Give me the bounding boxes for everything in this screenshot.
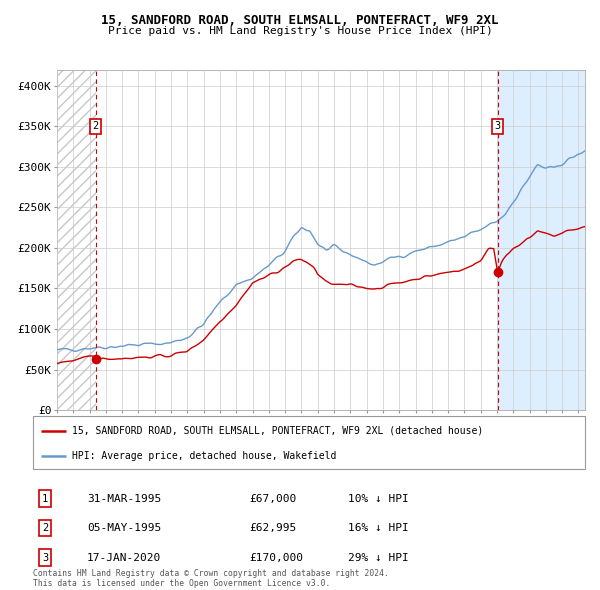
Bar	[497, 70, 585, 410]
Text: 31-MAR-1995: 31-MAR-1995	[87, 494, 161, 503]
Text: HPI: Average price, detached house, Wakefield: HPI: Average price, detached house, Wake…	[71, 451, 336, 461]
Text: £62,995: £62,995	[249, 523, 296, 533]
Text: 15, SANDFORD ROAD, SOUTH ELMSALL, PONTEFRACT, WF9 2XL (detached house): 15, SANDFORD ROAD, SOUTH ELMSALL, PONTEF…	[71, 426, 483, 436]
Text: 3: 3	[42, 553, 48, 562]
Text: Price paid vs. HM Land Registry's House Price Index (HPI): Price paid vs. HM Land Registry's House …	[107, 26, 493, 36]
Text: 10% ↓ HPI: 10% ↓ HPI	[348, 494, 409, 503]
Text: 16% ↓ HPI: 16% ↓ HPI	[348, 523, 409, 533]
Text: £170,000: £170,000	[249, 553, 303, 562]
Text: 17-JAN-2020: 17-JAN-2020	[87, 553, 161, 562]
FancyBboxPatch shape	[33, 416, 585, 469]
Text: 3: 3	[494, 122, 501, 132]
Text: 1: 1	[42, 494, 48, 503]
Text: 15, SANDFORD ROAD, SOUTH ELMSALL, PONTEFRACT, WF9 2XL: 15, SANDFORD ROAD, SOUTH ELMSALL, PONTEF…	[101, 14, 499, 27]
Text: 05-MAY-1995: 05-MAY-1995	[87, 523, 161, 533]
Bar	[57, 70, 95, 410]
Text: 29% ↓ HPI: 29% ↓ HPI	[348, 553, 409, 562]
Text: 2: 2	[92, 122, 99, 132]
Bar	[57, 70, 95, 410]
Text: £67,000: £67,000	[249, 494, 296, 503]
Text: 2: 2	[42, 523, 48, 533]
Text: Contains HM Land Registry data © Crown copyright and database right 2024.
This d: Contains HM Land Registry data © Crown c…	[33, 569, 389, 588]
